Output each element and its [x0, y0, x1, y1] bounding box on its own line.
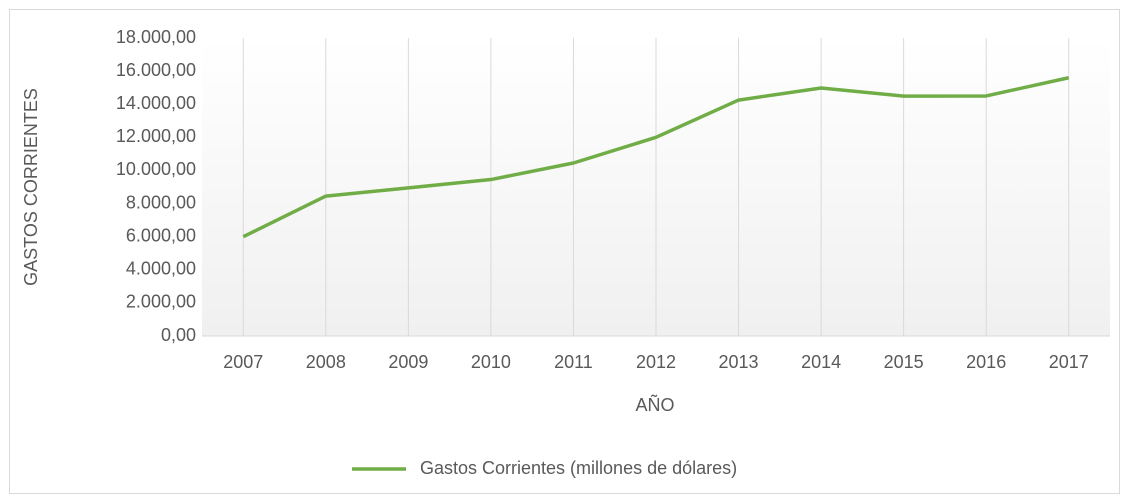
y-tick-label: 2.000,00 — [126, 292, 196, 312]
y-tick-label: 12.000,00 — [116, 126, 196, 146]
x-tick-label: 2013 — [719, 352, 759, 372]
x-tick-label: 2010 — [471, 352, 511, 372]
x-axis-title: AÑO — [635, 394, 674, 415]
y-tick-label: 8.000,00 — [126, 192, 196, 212]
y-tick-label: 6.000,00 — [126, 225, 196, 245]
x-tick-label: 2017 — [1049, 352, 1089, 372]
y-axis-title: GASTOS CORRIENTES — [21, 88, 41, 286]
y-tick-label: 18.000,00 — [116, 27, 196, 47]
x-tick-label: 2007 — [223, 352, 263, 372]
legend-label: Gastos Corrientes (millones de dólares) — [420, 458, 737, 478]
data-line — [242, 76, 1070, 239]
x-tick-label: 2015 — [884, 352, 924, 372]
y-tick-label: 4.000,00 — [126, 259, 196, 279]
y-tick-label: 14.000,00 — [116, 93, 196, 113]
x-tick-label: 2012 — [636, 352, 676, 372]
x-tick-label: 2011 — [554, 352, 593, 372]
y-tick-label: 0,00 — [161, 325, 196, 345]
y-tick-label: 10.000,00 — [116, 159, 196, 179]
x-tick-label: 2014 — [801, 352, 841, 372]
x-tick-label: 2016 — [966, 352, 1006, 372]
x-tick-label: 2009 — [388, 352, 428, 372]
x-tick-label: 2008 — [306, 352, 346, 372]
y-tick-label: 16.000,00 — [116, 60, 196, 80]
